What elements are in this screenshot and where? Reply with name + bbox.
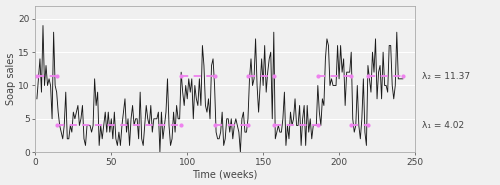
Y-axis label: Soap sales: Soap sales	[6, 53, 16, 105]
Text: λ₂ = 11.37: λ₂ = 11.37	[422, 72, 470, 81]
X-axis label: Time (weeks): Time (weeks)	[192, 169, 258, 179]
Text: λ₁ = 4.02: λ₁ = 4.02	[422, 121, 464, 130]
